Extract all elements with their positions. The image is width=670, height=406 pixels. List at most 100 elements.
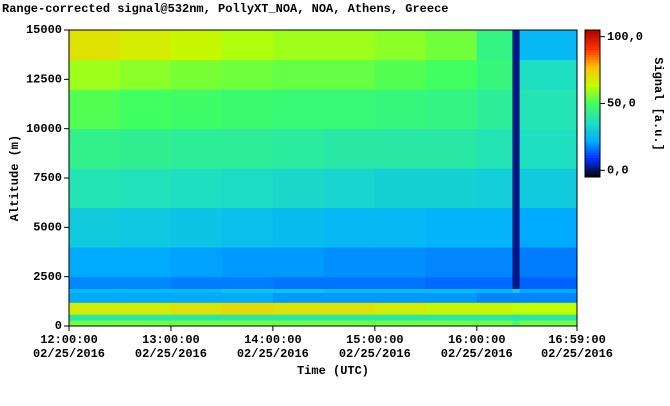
colorbar-swatch xyxy=(585,169,600,173)
colorbar-swatch xyxy=(585,88,600,92)
colorbar-swatch xyxy=(585,128,600,131)
heatmap-cell xyxy=(323,207,376,248)
heatmap-cell xyxy=(69,207,121,248)
colorbar-swatch xyxy=(585,59,600,63)
y-tick-label: 7500 xyxy=(33,171,62,185)
colorbar-swatch xyxy=(585,159,600,163)
heatmap-cell xyxy=(119,247,172,278)
colorbar-swatch xyxy=(585,120,600,124)
heatmap-cell xyxy=(374,320,427,327)
heatmap-cell xyxy=(69,302,121,315)
heatmap-cell xyxy=(323,59,376,90)
colorbar-swatch xyxy=(585,152,600,156)
x-tick-label: 16:59:00 02/25/2016 xyxy=(541,333,613,361)
heatmap-cell xyxy=(221,59,274,90)
colorbar-swatch xyxy=(585,37,600,41)
colorbar-swatch xyxy=(585,86,600,90)
heatmap-cell xyxy=(476,292,513,303)
heatmap-cell xyxy=(323,320,376,327)
heatmap-cell xyxy=(170,288,223,293)
heatmap-cell xyxy=(119,276,172,290)
y-tick-label: 15000 xyxy=(26,23,62,37)
colorbar-swatch xyxy=(585,142,600,146)
colorbar-swatch xyxy=(585,154,600,158)
heatmap-cell xyxy=(323,247,376,278)
y-tick-label: 10000 xyxy=(26,122,62,136)
colorbar-swatch xyxy=(585,110,600,114)
colorbar-tick-label: 50,0 xyxy=(607,97,636,111)
heatmap-cell xyxy=(425,276,478,290)
heatmap-cell xyxy=(221,314,274,321)
colorbar-tick-label: 100,0 xyxy=(607,30,643,44)
heatmap-cell xyxy=(425,292,478,303)
colorbar-swatch xyxy=(585,49,600,53)
heatmap-cell xyxy=(272,89,325,130)
heatmap-cell xyxy=(519,168,578,209)
colorbar-swatch xyxy=(585,103,600,107)
heatmap-cell xyxy=(272,288,325,293)
heatmap-cell xyxy=(512,59,521,90)
heatmap-cell xyxy=(512,168,521,209)
heatmap-cell xyxy=(512,247,521,278)
heatmap-cell xyxy=(374,128,427,169)
colorbar-swatch xyxy=(585,172,600,176)
colorbar-swatch xyxy=(585,74,600,78)
heatmap-cell xyxy=(272,207,325,248)
heatmap-cell xyxy=(170,89,223,130)
colorbar-swatch xyxy=(585,30,600,33)
heatmap-cell xyxy=(374,30,427,61)
colorbar-swatch xyxy=(585,69,600,73)
colorbar-swatch xyxy=(585,145,600,149)
heatmap-cell xyxy=(170,128,223,169)
heatmap-cell xyxy=(272,314,325,321)
heatmap-cell xyxy=(374,59,427,90)
heatmap-cell xyxy=(221,276,274,290)
heatmap-cell xyxy=(119,59,172,90)
colorbar-swatch xyxy=(585,71,600,75)
heatmap-cell xyxy=(119,302,172,315)
colorbar-swatch xyxy=(585,150,600,153)
colorbar-swatch xyxy=(585,39,600,43)
colorbar-swatch xyxy=(585,105,600,109)
colorbar-swatch xyxy=(585,96,600,100)
heatmap-cell xyxy=(512,302,521,315)
colorbar-swatch xyxy=(585,164,600,168)
heatmap-cell xyxy=(425,314,478,321)
heatmap-cell xyxy=(272,30,325,61)
heatmap-cell xyxy=(519,59,578,90)
heatmap-cell xyxy=(519,207,578,248)
heatmap-cell xyxy=(69,288,121,293)
heatmap-cell xyxy=(323,288,376,293)
colorbar-swatch xyxy=(585,118,600,122)
x-tick-label: 14:00:00 02/25/2016 xyxy=(237,333,309,361)
colorbar-swatch xyxy=(585,123,600,127)
heatmap-cell xyxy=(425,247,478,278)
colorbar-swatch xyxy=(585,140,600,144)
heatmap-cell xyxy=(69,276,121,290)
heatmap-cell xyxy=(425,302,478,315)
heatmap-cell xyxy=(512,89,521,130)
y-tick-label: 5000 xyxy=(33,221,62,235)
colorbar-swatch xyxy=(585,44,600,48)
heatmap-cell xyxy=(69,292,121,303)
heatmap-cell xyxy=(323,128,376,169)
heatmap-cell xyxy=(425,89,478,130)
colorbar-swatch xyxy=(585,167,600,171)
heatmap-cell xyxy=(272,59,325,90)
heatmap-cell xyxy=(519,89,578,130)
heatmap-cell xyxy=(119,30,172,61)
heatmap-cell xyxy=(119,314,172,321)
heatmap-cell xyxy=(69,59,121,90)
colorbar-swatch xyxy=(585,52,600,55)
heatmap-cell xyxy=(519,292,578,303)
heatmap-cell xyxy=(221,302,274,315)
heatmap-cell xyxy=(476,314,513,321)
x-tick-label: 15:00:00 02/25/2016 xyxy=(339,333,411,361)
heatmap-cell xyxy=(221,288,274,293)
heatmap-cell xyxy=(119,128,172,169)
colorbar-tick-label: 0,0 xyxy=(607,163,629,177)
heatmap-cell xyxy=(170,59,223,90)
heatmap-cell xyxy=(519,128,578,169)
heatmap-cell xyxy=(425,288,478,293)
heatmap-cell xyxy=(476,89,513,130)
